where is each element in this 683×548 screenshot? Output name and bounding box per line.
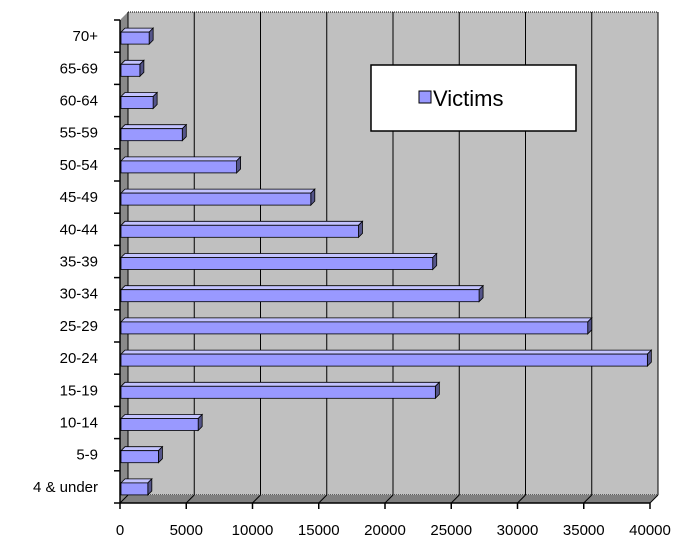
floor-gridline <box>384 494 394 504</box>
bar-front-face <box>120 224 359 238</box>
y-tick-labels: 4 & under 5-9 10-14 15-19 20-24 25-29 30-34 35-… <box>33 28 98 496</box>
bar-front-face <box>120 192 312 206</box>
x-tick-label: 20000 <box>364 522 406 539</box>
x-tick-label: 25000 <box>430 522 472 539</box>
bar <box>120 188 316 207</box>
bar-front-face <box>120 289 480 303</box>
bar-front-face <box>120 450 159 464</box>
bar <box>120 284 485 303</box>
floor-gridline <box>649 494 659 504</box>
floor-gridline <box>318 494 328 504</box>
bar-front-face <box>120 31 150 45</box>
y-tick-label: 35-39 <box>60 254 98 271</box>
bar-front-face <box>120 418 199 431</box>
bar-top-face <box>120 188 316 194</box>
x-tick-label: 30000 <box>497 522 539 539</box>
bar-front-face <box>120 160 237 174</box>
x-tick-labels: 0 5000 10000 15000 20000 25000 30000 35000 40000 <box>116 522 671 539</box>
y-tick-label: 65-69 <box>60 60 98 77</box>
x-tick-label: 35000 <box>563 522 605 539</box>
x-tick-label: 15000 <box>298 522 340 539</box>
bar-front-face <box>120 128 183 142</box>
x-tick-label: 0 <box>116 522 124 539</box>
bar-front-face <box>120 96 154 109</box>
bar <box>120 59 145 78</box>
legend-box <box>370 64 577 132</box>
bar-front-face <box>120 353 648 367</box>
floor-gridline <box>517 494 526 504</box>
floor-gridline <box>252 494 261 504</box>
x-tick-label: 5000 <box>170 522 203 539</box>
bar <box>120 27 155 46</box>
y-tick-label: 4 & under <box>33 479 98 496</box>
bars <box>120 27 653 496</box>
axes <box>114 19 651 509</box>
y-tick-label: 5-9 <box>76 447 98 464</box>
bar <box>120 413 204 432</box>
floor-gridline <box>185 494 195 504</box>
floor-gridline <box>583 494 593 504</box>
y-tick-label: 60-64 <box>60 93 98 110</box>
legend: Victims <box>370 64 577 132</box>
legend-swatch <box>418 90 432 104</box>
bar <box>120 477 153 496</box>
bar-top-face <box>120 285 485 291</box>
y-tick-label: 70+ <box>73 28 99 45</box>
bar-top-face <box>120 317 593 323</box>
y-tick-label: 50-54 <box>60 157 98 174</box>
y-tick-label: 40-44 <box>60 221 98 238</box>
y-tick-label: 55-59 <box>60 125 98 142</box>
bar-top-face <box>120 92 159 97</box>
bar-front-face <box>120 482 149 496</box>
y-tick-label: 45-49 <box>60 189 98 206</box>
bar-top-face <box>120 27 155 33</box>
bar <box>120 220 364 239</box>
legend-label: Victims <box>433 86 504 111</box>
bar <box>120 445 164 464</box>
bar-top-face <box>120 156 242 162</box>
floor-gridline <box>450 494 460 504</box>
bar-front-face <box>120 257 434 270</box>
y-tick-label: 25-29 <box>60 318 98 335</box>
bar-top-face <box>120 124 188 130</box>
bar-top-face <box>120 253 438 258</box>
bar <box>120 155 242 174</box>
bar-front-face <box>120 63 141 77</box>
bar-top-face <box>120 349 653 355</box>
bar-top-face <box>120 220 364 226</box>
x-tick-label: 10000 <box>232 522 274 539</box>
x-tick-label: 40000 <box>629 522 671 539</box>
bar <box>120 381 441 400</box>
bar <box>120 123 188 142</box>
bar <box>120 349 653 368</box>
bar <box>120 91 159 110</box>
bar-top-face <box>120 446 164 452</box>
bar-front-face <box>120 385 436 399</box>
bar <box>120 316 593 335</box>
y-tick-label: 15-19 <box>60 382 98 399</box>
bar-top-face <box>120 414 204 419</box>
floor-gridline <box>119 494 129 504</box>
bar <box>120 252 438 271</box>
bar-top-face <box>120 478 153 484</box>
bar-top-face <box>120 381 441 387</box>
y-tick-label: 20-24 <box>60 350 98 367</box>
y-tick-label: 30-34 <box>60 286 98 303</box>
y-tick-label: 10-14 <box>60 415 98 432</box>
bar-front-face <box>120 321 589 335</box>
